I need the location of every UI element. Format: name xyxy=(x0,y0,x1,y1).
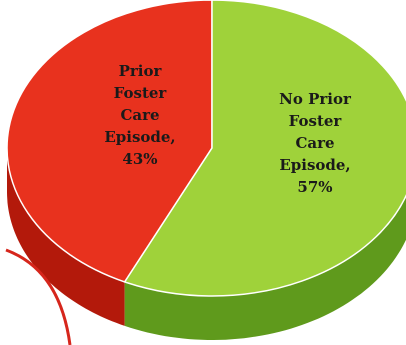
slice-label-prior-value: 43% xyxy=(122,150,158,168)
slice-label-prior: Prior Foster Care Episode, 43% xyxy=(75,60,205,170)
slice-label-no-prior-line-3: Care xyxy=(295,134,335,152)
slice-label-no-prior-line-2: Foster xyxy=(288,112,342,130)
pie-side-0-0 xyxy=(7,148,125,326)
pie-top-layer xyxy=(6,0,406,297)
pie-side-layer xyxy=(7,148,406,340)
slice-label-no-prior-line-1: No Prior xyxy=(279,90,351,108)
slice-label-no-prior-line-4: Episode, xyxy=(279,156,351,174)
slice-label-no-prior-value: 57% xyxy=(297,178,333,196)
red-circle-annotation xyxy=(5,248,72,345)
pie-slice-1 xyxy=(123,0,406,297)
pie-side-1-0 xyxy=(124,195,406,340)
slice-label-no-prior: No Prior Foster Care Episode, 57% xyxy=(250,88,380,198)
slice-label-prior-line-4: Episode, xyxy=(104,128,176,146)
slice-label-prior-line-3: Care xyxy=(120,106,160,124)
slice-label-prior-line-2: Foster xyxy=(113,84,167,102)
slice-label-prior-line-1: Prior xyxy=(118,62,162,80)
pie-slice-0 xyxy=(6,0,213,283)
